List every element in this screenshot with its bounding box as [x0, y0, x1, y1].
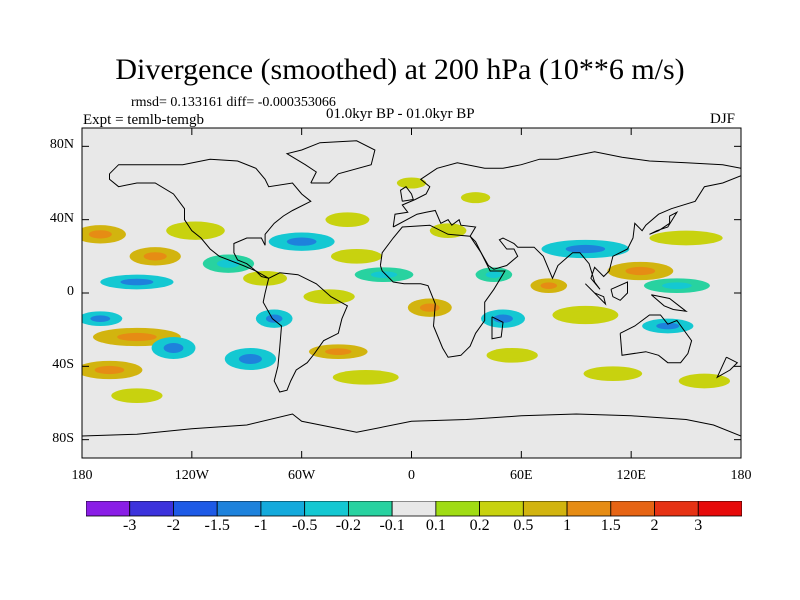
divergence-core	[656, 322, 680, 330]
x-tick-label: 120W	[174, 468, 209, 483]
y-tick-label: 80N	[49, 137, 74, 153]
coastline	[619, 314, 693, 364]
divergence-core	[540, 282, 558, 289]
y-tick-label: 80S	[52, 430, 74, 446]
colorbar-label: 0.1	[425, 517, 446, 534]
divergence-core	[570, 310, 601, 320]
colorbar-label: 0.5	[513, 517, 534, 534]
experiment-label: Expt = temlb-temgb	[83, 112, 204, 128]
divergence-core	[182, 226, 209, 235]
y-tick-label: 40N	[49, 210, 74, 226]
colorbar-swatch	[391, 501, 437, 517]
divergence-core	[599, 370, 627, 377]
colorbar-label: 2	[650, 517, 659, 534]
colorbar-swatch	[654, 501, 699, 517]
divergence-core	[493, 314, 513, 323]
colorbar-swatch	[435, 501, 481, 517]
x-tick-label: 180	[71, 468, 93, 483]
divergence-core	[125, 392, 149, 399]
colorbar-swatch	[697, 501, 742, 517]
divergence-core	[500, 352, 524, 359]
divergence-core	[337, 216, 358, 223]
coastline	[649, 211, 679, 235]
divergence-core	[163, 343, 184, 353]
colorbar-swatch	[129, 501, 174, 517]
divergence-core	[117, 332, 157, 342]
coastline	[610, 281, 628, 301]
colorbar-label: -0.5	[291, 517, 318, 534]
x-tick-label: 60E	[510, 468, 533, 483]
y-tick-label: 0	[67, 284, 74, 299]
x-tick-label: 0	[408, 468, 415, 483]
x-tick-label: 120E	[616, 468, 646, 483]
divergence-core	[692, 377, 716, 385]
coastline	[491, 316, 504, 340]
divergence-core	[265, 314, 283, 323]
divergence-core	[143, 252, 167, 261]
divergence-core	[625, 266, 656, 276]
divergence-core	[238, 354, 262, 364]
divergence-core	[90, 315, 111, 322]
coastline	[585, 283, 607, 306]
colorbar-label: 0.2	[469, 517, 490, 534]
season-label: DJF	[710, 111, 736, 127]
divergence-core	[439, 227, 457, 234]
colorbar-swatch	[610, 501, 655, 517]
coastline	[392, 151, 741, 290]
colorbar-label: 1.5	[600, 517, 621, 534]
coastline	[262, 272, 349, 393]
x-tick-label: 180	[730, 468, 752, 483]
coastline	[109, 158, 312, 279]
colorbar-label: 3	[694, 517, 703, 534]
map-title: Divergence (smoothed) at 200 hPa (10**6 …	[115, 53, 685, 86]
colorbar-swatch	[347, 501, 393, 517]
divergence-core	[404, 180, 419, 186]
divergence-core	[350, 374, 381, 381]
divergence-core	[468, 195, 483, 201]
coastline	[82, 413, 741, 437]
colorbar-label: -3	[123, 517, 137, 534]
colorbar	[86, 501, 742, 517]
divergence-core	[419, 303, 440, 312]
y-tick-label: 40S	[52, 357, 74, 373]
colorbar-swatch	[260, 501, 306, 517]
divergence-core	[662, 282, 692, 289]
divergence-core	[325, 348, 352, 355]
colorbar-swatch	[86, 501, 131, 517]
colorbar-label: -1	[254, 517, 268, 534]
divergence-core	[286, 237, 317, 246]
colorbar-label: 1	[563, 517, 572, 534]
coastline	[399, 186, 414, 202]
divergence-core	[216, 259, 240, 268]
period-label: 01.0kyr BP - 01.0kyr BP	[326, 106, 475, 122]
divergence-core	[345, 253, 369, 260]
divergence-core	[485, 271, 503, 278]
colorbar-swatch	[216, 501, 262, 517]
divergence-core	[317, 293, 341, 300]
colorbar-label: -0.2	[335, 517, 362, 534]
colorbar-swatch	[173, 501, 218, 517]
divergence-core	[120, 278, 154, 286]
divergence-core	[565, 244, 606, 254]
colorbar-swatch	[479, 501, 524, 517]
divergence-core	[88, 230, 112, 239]
colorbar-swatch	[522, 501, 568, 517]
colorbar-label: -2	[166, 517, 181, 534]
coastline	[285, 140, 376, 184]
x-tick-label: 60W	[288, 468, 316, 483]
stats-label: rmsd= 0.133161 diff= -0.000353066	[131, 95, 336, 110]
coastline	[650, 294, 688, 313]
colorbar-label: -0.1	[379, 517, 405, 534]
colorbar-label: -1.5	[204, 517, 230, 534]
coastline	[716, 356, 739, 379]
divergence-core	[255, 275, 275, 282]
divergence-core	[94, 365, 125, 375]
colorbar-swatch	[566, 501, 612, 517]
colorbar-swatch	[304, 501, 349, 517]
coastline	[379, 224, 506, 358]
divergence-core	[370, 271, 398, 278]
divergence-core	[669, 234, 703, 242]
